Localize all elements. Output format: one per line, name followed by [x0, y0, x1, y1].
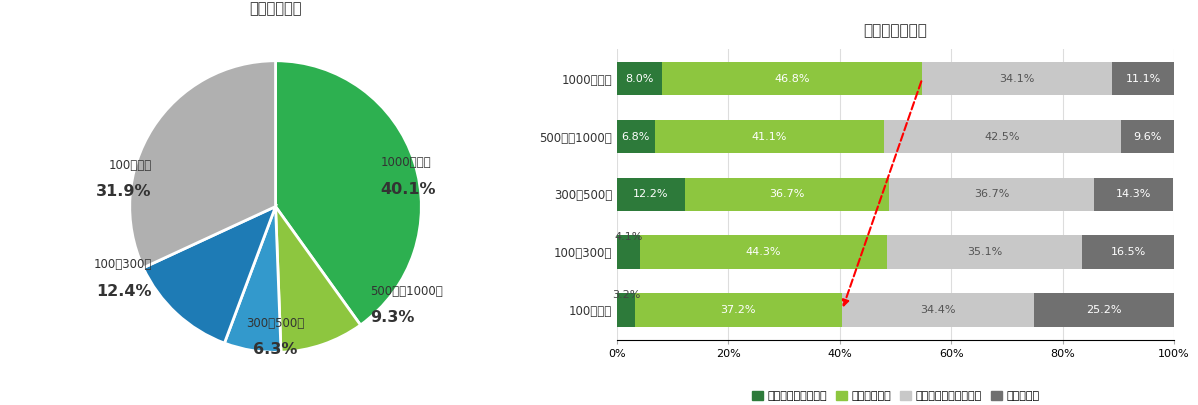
- Bar: [1094, 178, 1174, 211]
- Bar: [617, 62, 661, 96]
- Bar: [922, 62, 1112, 96]
- Text: 37.2%: 37.2%: [721, 305, 756, 315]
- Legend: とても満足している, 満足している, どちらかというと不満, かなり不満: とても満足している, 満足している, どちらかというと不満, かなり不満: [748, 387, 1043, 405]
- Bar: [617, 178, 685, 211]
- Text: 35.1%: 35.1%: [967, 247, 1002, 257]
- Bar: [889, 178, 1094, 211]
- Text: 11.1%: 11.1%: [1125, 74, 1161, 84]
- Bar: [685, 178, 889, 211]
- Text: 25.2%: 25.2%: [1087, 305, 1121, 315]
- Text: 1000名以上: 1000名以上: [381, 156, 431, 169]
- Text: 46.8%: 46.8%: [774, 74, 810, 84]
- Bar: [655, 120, 884, 153]
- Text: 42.5%: 42.5%: [985, 132, 1019, 141]
- Wedge shape: [144, 207, 276, 343]
- Text: 34.1%: 34.1%: [999, 74, 1035, 84]
- Title: 社員数別満足度: 社員数別満足度: [864, 23, 927, 38]
- Wedge shape: [129, 61, 276, 268]
- Text: 300〜500名: 300〜500名: [247, 317, 304, 330]
- Text: 8.0%: 8.0%: [625, 74, 653, 84]
- Text: 41.1%: 41.1%: [751, 132, 787, 141]
- Bar: [884, 120, 1120, 153]
- Bar: [842, 293, 1034, 327]
- Text: 100〜300名: 100〜300名: [93, 258, 152, 271]
- Text: 12.4%: 12.4%: [96, 284, 152, 298]
- Bar: [1082, 235, 1174, 269]
- Text: 3.2%: 3.2%: [612, 290, 640, 300]
- Text: 36.7%: 36.7%: [769, 190, 805, 199]
- Bar: [661, 62, 922, 96]
- Bar: [640, 235, 887, 269]
- Bar: [1120, 120, 1174, 153]
- Text: 14.3%: 14.3%: [1117, 190, 1151, 199]
- Text: 100名以下: 100名以下: [108, 159, 152, 172]
- Text: 34.4%: 34.4%: [920, 305, 956, 315]
- Text: 500名〜1000名: 500名〜1000名: [370, 285, 443, 298]
- Bar: [635, 293, 842, 327]
- Text: 4.1%: 4.1%: [615, 232, 642, 242]
- Text: 40.1%: 40.1%: [381, 181, 436, 196]
- Bar: [617, 120, 655, 153]
- Bar: [1112, 62, 1174, 96]
- Text: 12.2%: 12.2%: [634, 190, 668, 199]
- Text: 9.3%: 9.3%: [370, 310, 415, 325]
- Bar: [617, 235, 640, 269]
- Text: 31.9%: 31.9%: [96, 184, 152, 200]
- Wedge shape: [276, 61, 422, 325]
- Bar: [617, 293, 635, 327]
- Text: 6.8%: 6.8%: [622, 132, 651, 141]
- Text: 44.3%: 44.3%: [745, 247, 781, 257]
- Title: 社員数の割合: 社員数の割合: [249, 1, 302, 16]
- Wedge shape: [224, 207, 282, 352]
- Text: 36.7%: 36.7%: [974, 190, 1009, 199]
- Wedge shape: [276, 207, 361, 352]
- Text: 16.5%: 16.5%: [1111, 247, 1145, 257]
- Text: 6.3%: 6.3%: [253, 342, 298, 357]
- Bar: [1034, 293, 1174, 327]
- Bar: [887, 235, 1082, 269]
- Text: 9.6%: 9.6%: [1133, 132, 1162, 141]
